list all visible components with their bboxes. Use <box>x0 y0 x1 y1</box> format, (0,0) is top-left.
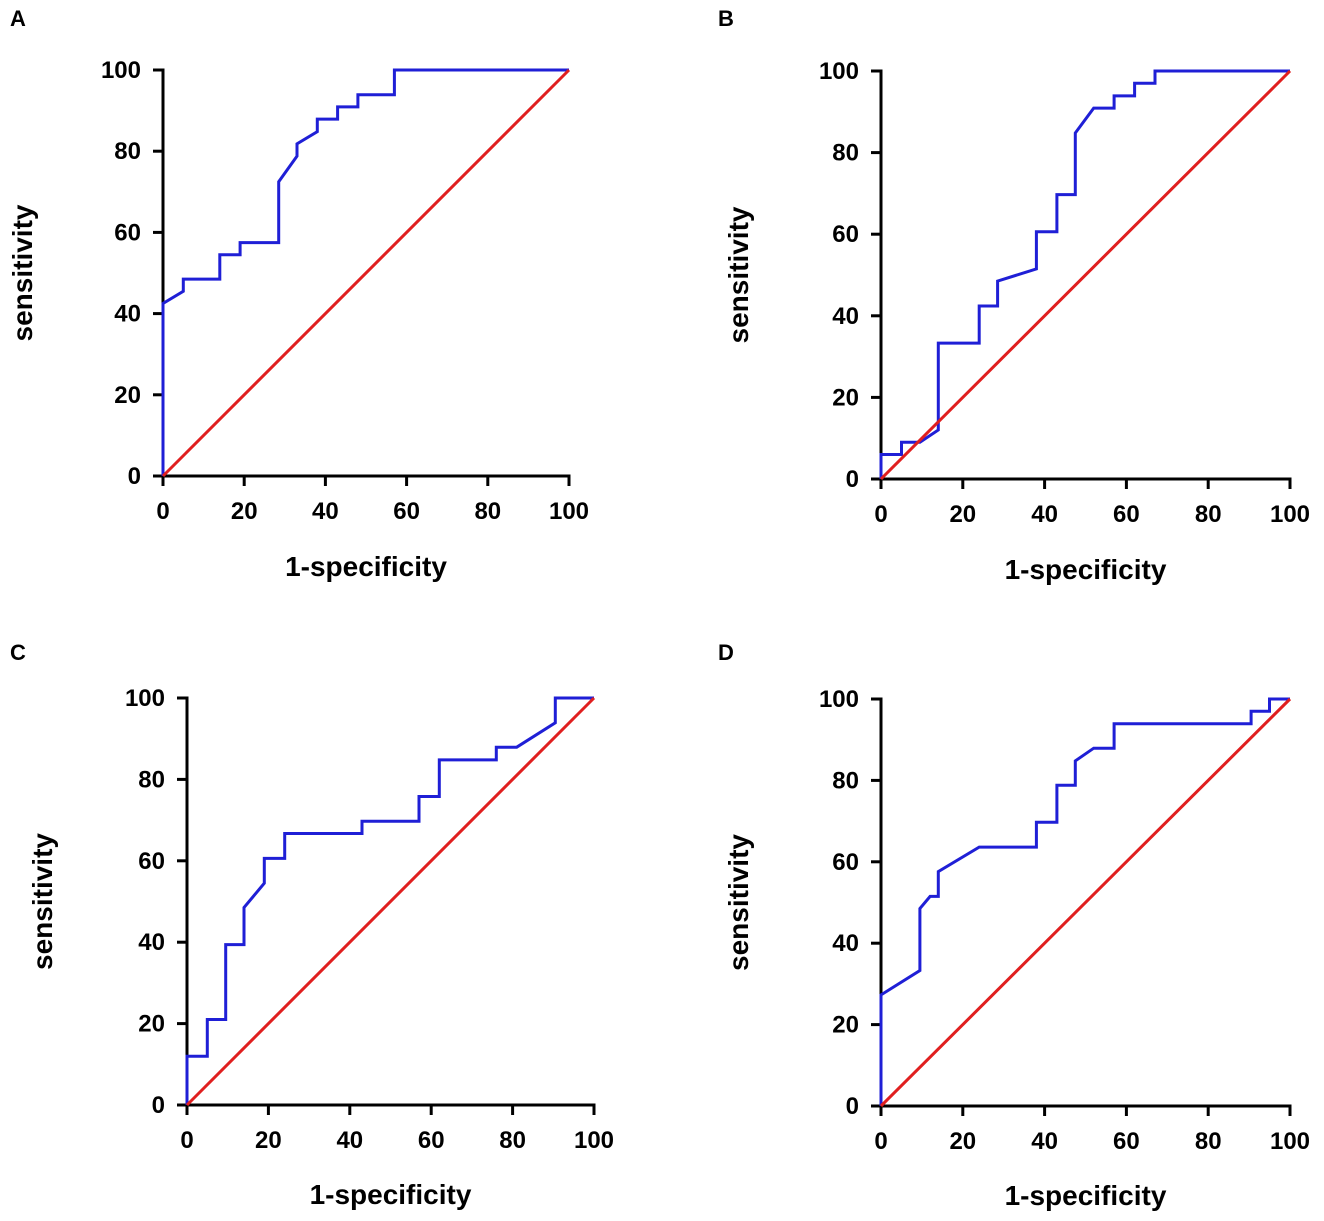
x-tick-label: 100 <box>1270 1128 1310 1155</box>
y-tick-label: 0 <box>128 463 141 490</box>
y-tick-label: 60 <box>138 848 165 875</box>
y-tick-label: 80 <box>138 766 165 793</box>
x-tick-label: 60 <box>1113 501 1140 528</box>
y-tick-label: 20 <box>114 382 141 409</box>
y-tick-label: 100 <box>819 686 859 713</box>
y-tick-label: 0 <box>846 466 859 493</box>
panel-b: B 0 20 40 60 80 100 0 20 40 60 80 100 1-specificity s… <box>718 6 1310 585</box>
y-tick-label: 20 <box>138 1011 165 1038</box>
reference-diagonal-line <box>185 696 596 1107</box>
x-tick-label: 80 <box>499 1127 526 1154</box>
x-tick-label: 0 <box>874 501 887 528</box>
y-tick-label: 80 <box>832 767 859 794</box>
x-tick-label: 100 <box>574 1127 614 1154</box>
y-axis-title: sensitivity <box>27 833 58 970</box>
x-tick-label: 60 <box>418 1127 445 1154</box>
y-tick-label: 100 <box>125 685 165 712</box>
y-tick-label: 20 <box>832 1012 859 1039</box>
x-tick-label: 40 <box>1031 1128 1058 1155</box>
x-tick-label: 80 <box>1195 501 1222 528</box>
y-axis-title: sensitivity <box>723 834 754 971</box>
y-tick-label: 80 <box>114 138 141 165</box>
panel-d: D 0 20 40 60 80 100 0 20 40 60 80 100 1-specificity s… <box>718 640 1310 1211</box>
x-tick-label: 20 <box>949 1128 976 1155</box>
x-axis-title: 1-specificity <box>310 1179 472 1210</box>
panel-c: C 0 20 40 60 80 100 0 20 40 60 80 100 1-specificity s… <box>10 640 614 1210</box>
y-tick-label: 40 <box>832 930 859 957</box>
y-axis-title: sensitivity <box>7 204 38 341</box>
y-tick-label: 60 <box>114 219 141 246</box>
x-axis-title: 1-specificity <box>285 551 447 582</box>
x-tick-label: 100 <box>1270 501 1310 528</box>
x-tick-label: 60 <box>1113 1128 1140 1155</box>
x-axis-title: 1-specificity <box>1005 554 1167 585</box>
y-tick-label: 80 <box>832 140 859 167</box>
y-tick-label: 40 <box>832 303 859 330</box>
x-tick-label: 0 <box>180 1127 193 1154</box>
y-tick-label: 20 <box>832 384 859 411</box>
x-tick-label: 0 <box>156 498 169 525</box>
y-tick-label: 60 <box>832 849 859 876</box>
reference-diagonal-line <box>879 69 1292 481</box>
x-tick-label: 20 <box>949 501 976 528</box>
x-tick-label: 20 <box>255 1127 282 1154</box>
panel-letter: A <box>10 6 26 31</box>
panel-letter: C <box>10 640 26 665</box>
y-tick-label: 40 <box>138 929 165 956</box>
panel-a: A 0 20 40 60 80 100 0 20 40 60 80 100 1-specificity s… <box>7 6 589 582</box>
panel-letter: D <box>718 640 734 665</box>
y-tick-label: 100 <box>819 58 859 85</box>
y-tick-label: 60 <box>832 221 859 248</box>
x-tick-label: 0 <box>874 1128 887 1155</box>
y-tick-label: 40 <box>114 301 141 328</box>
reference-diagonal-line <box>879 697 1292 1108</box>
x-tick-label: 40 <box>1031 501 1058 528</box>
x-tick-label: 100 <box>549 498 589 525</box>
x-tick-label: 40 <box>336 1127 363 1154</box>
x-tick-label: 60 <box>393 498 420 525</box>
y-axis-title: sensitivity <box>723 206 754 343</box>
roc-curve-line <box>879 697 1290 1106</box>
y-tick-label: 0 <box>846 1093 859 1120</box>
panel-letter: B <box>718 6 734 31</box>
x-axis-title: 1-specificity <box>1005 1180 1167 1211</box>
y-tick-label: 100 <box>101 57 141 84</box>
roc-curve-line <box>161 68 569 476</box>
x-tick-label: 40 <box>312 498 339 525</box>
y-tick-label: 0 <box>152 1092 165 1119</box>
roc-curve-line <box>185 696 594 1105</box>
x-tick-label: 80 <box>1195 1128 1222 1155</box>
x-tick-label: 80 <box>474 498 501 525</box>
x-tick-label: 20 <box>231 498 258 525</box>
reference-diagonal-line <box>161 68 571 478</box>
